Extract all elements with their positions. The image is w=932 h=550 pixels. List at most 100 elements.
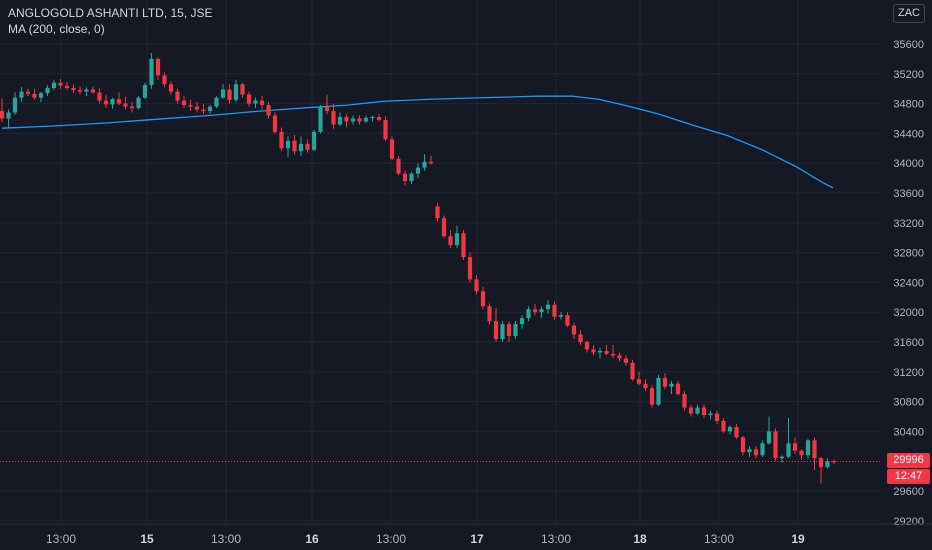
- candle-body: [396, 158, 401, 174]
- candle-body: [155, 58, 161, 76]
- candle-body: [103, 100, 109, 105]
- candle-body: [25, 91, 31, 94]
- x-tick-label: 13:00: [541, 532, 571, 546]
- candle-body: [337, 117, 343, 125]
- candle-body: [285, 140, 291, 149]
- candle-body: [6, 112, 11, 119]
- candle-body: [805, 440, 811, 456]
- candle-body: [610, 353, 616, 356]
- candle-body: [311, 131, 317, 150]
- candle-body: [617, 355, 622, 359]
- candle-body: [532, 309, 538, 313]
- x-tick-label: 16: [305, 532, 319, 546]
- y-tick-label: 32800: [893, 248, 924, 260]
- candle-body: [675, 383, 681, 395]
- candle-body: [435, 206, 440, 219]
- candle-body: [428, 161, 434, 164]
- x-axis[interactable]: 13:00 15 13:00 16 13:00 17 13:00 18 13:00 19: [0, 523, 932, 546]
- candle-body: [539, 309, 544, 313]
- candle-body: [766, 431, 772, 444]
- candle-body: [324, 106, 330, 112]
- y-tick-label: 33200: [893, 218, 924, 230]
- candle-body: [695, 407, 700, 414]
- candle-body: [708, 413, 713, 416]
- candle-body: [415, 167, 421, 174]
- candle-body: [58, 82, 63, 86]
- y-tick-label: 30800: [893, 397, 924, 409]
- candle-body: [480, 291, 486, 307]
- candle-body: [591, 349, 596, 353]
- candle-body: [292, 140, 297, 152]
- candle-body: [513, 324, 518, 337]
- candle-body: [279, 131, 284, 149]
- candle-body: [487, 306, 492, 322]
- candle-body: [383, 119, 388, 140]
- candle-body: [389, 139, 395, 159]
- candle-body: [402, 173, 408, 182]
- x-tick-label: 13:00: [376, 532, 406, 546]
- candle-body: [519, 318, 525, 325]
- candle-body: [688, 407, 694, 414]
- candle-body: [773, 431, 778, 459]
- candle-body: [636, 379, 642, 384]
- candle-body: [604, 350, 609, 354]
- candle-body: [662, 377, 668, 387]
- candle-body: [162, 75, 167, 85]
- candle-body: [597, 350, 603, 353]
- candle-body: [175, 91, 180, 101]
- symbol-legend[interactable]: ANGLOGOLD ASHANTI LTD, 15, JSE: [8, 6, 213, 20]
- y-tick-label: 31600: [893, 337, 924, 349]
- candle-body: [493, 321, 499, 340]
- x-tick-label: 19: [791, 532, 805, 546]
- y-tick-label: 29600: [893, 486, 924, 498]
- x-tick-label: 13:00: [46, 532, 76, 546]
- candle-body: [565, 315, 570, 326]
- candle-body: [721, 420, 726, 432]
- candle-body: [227, 89, 232, 100]
- candle-body: [363, 117, 369, 122]
- candle-body: [318, 106, 323, 132]
- indicator-legend[interactable]: MA (200, close, 0): [8, 22, 105, 36]
- candle-body: [552, 304, 557, 317]
- currency-button[interactable]: ZAC: [893, 4, 925, 23]
- candle-body: [467, 257, 473, 280]
- candle-body: [142, 84, 148, 98]
- y-axis[interactable]: 35600 35200 34800 34400 34000 33600 33200 32800…: [893, 39, 924, 528]
- candle-body: [90, 89, 96, 93]
- y-tick-label: 29200: [893, 516, 924, 528]
- x-tick-label: 13:00: [704, 532, 734, 546]
- x-tick-label: 13:00: [211, 532, 241, 546]
- candle-body: [422, 161, 427, 168]
- candle-body: [149, 58, 154, 85]
- candle-body: [97, 92, 102, 101]
- candle-body: [45, 87, 50, 94]
- candle-body: [786, 443, 791, 457]
- candle-body: [454, 233, 460, 246]
- candle-body: [701, 407, 707, 416]
- candle-body: [370, 117, 375, 119]
- candle-body: [246, 94, 252, 104]
- candle-body: [207, 106, 213, 112]
- candle-body: [558, 315, 564, 317]
- candle-body: [194, 106, 200, 110]
- candle-body: [259, 100, 265, 106]
- candle-body: [630, 362, 635, 380]
- candle-body: [461, 233, 466, 258]
- candle-body: [233, 84, 239, 100]
- y-tick-label: 32400: [893, 277, 924, 289]
- candle-body: [740, 437, 746, 453]
- candle-body: [669, 383, 674, 387]
- candle-body: [779, 456, 785, 459]
- last-price-tag: 29996: [887, 453, 930, 469]
- candle-body: [12, 97, 18, 113]
- candle-body: [760, 443, 765, 456]
- y-tick-label: 35200: [893, 69, 924, 81]
- y-tick-label: 32000: [893, 307, 924, 319]
- candle-body: [571, 325, 577, 335]
- candle-body: [266, 105, 271, 116]
- candle-body: [71, 87, 76, 91]
- candle-body: [116, 99, 122, 104]
- x-tick-label: 17: [470, 532, 484, 546]
